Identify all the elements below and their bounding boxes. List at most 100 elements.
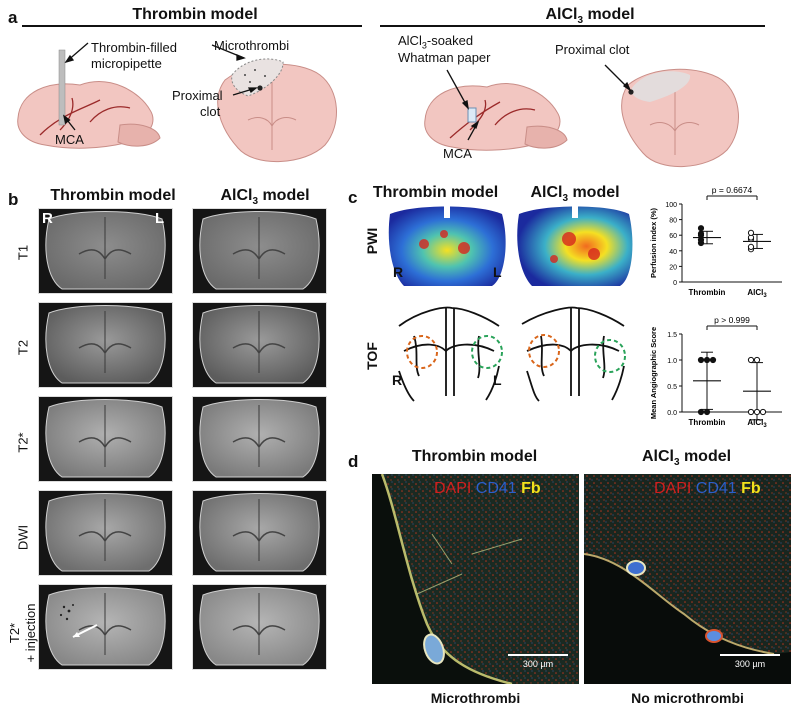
pwi-r: R: [393, 264, 404, 280]
mri-tile-r3-c1: [38, 396, 173, 482]
row-label-t2star: T2*: [15, 432, 31, 453]
panel-a-alcl3-header: AlCl3 model: [545, 6, 635, 27]
row-label-pwi: PWI: [364, 227, 380, 255]
tof-l: L: [493, 372, 502, 388]
y-tick-label: 0.0: [667, 410, 677, 417]
caption-microthrombi: Microthrombi: [430, 690, 521, 706]
mri-tile-r4-c1: [38, 490, 173, 576]
panel-d-col1-header: Thrombin model: [411, 448, 538, 465]
panel-d-letter: d: [348, 452, 359, 471]
y-tick-label: 60: [669, 233, 677, 240]
sagittal-brain-left: [17, 49, 161, 149]
panel-a-letter: a: [8, 8, 18, 27]
panel-a-thrombin-rule: [22, 25, 362, 27]
data-point: [747, 356, 755, 364]
data-point: [703, 356, 711, 364]
mri-tile-r1-c1: [38, 208, 173, 294]
legend-fb: Fb: [521, 480, 541, 497]
tof-r: R: [392, 372, 403, 388]
p-value-annotation: p = 0.6674: [712, 185, 753, 195]
panel-a-illustrations: [17, 42, 739, 168]
label-whatman-paper: Whatman paper: [398, 50, 491, 65]
label-micropipette: micropipette: [91, 56, 162, 71]
legend-thrombin: DAPI CD41 Fb: [434, 480, 541, 498]
coronal-brain-left: [217, 58, 337, 163]
panel-d-col2-header: AlCl3 model: [641, 448, 732, 469]
y-tick-label: 0: [673, 280, 677, 287]
scale-label-left: 300 µm: [522, 659, 554, 669]
chart-angiographic-score: 0.0 0.5 1.0 1.5 Mean Angiographic Score Throm…: [649, 315, 782, 429]
mri-tile-r5-c2: [192, 584, 327, 670]
data-point: [697, 356, 705, 364]
x-category-label: AlCl3: [747, 288, 767, 299]
panel-a-arrows: [63, 42, 632, 141]
panel-a-alcl3-rule: [380, 25, 765, 27]
label-mca-left: MCA: [55, 132, 84, 147]
tof-ellipse-green-2: [594, 339, 626, 373]
row-label-tof: TOF: [364, 342, 380, 370]
mri-tile-r2-c1: [38, 302, 173, 388]
tof-thrombin-vessels: [398, 306, 500, 402]
mri-tile-r1-c2: [192, 208, 327, 294]
tof-ellipse-orange-1: [406, 335, 438, 369]
legend-dapi-2: DAPI: [654, 480, 692, 497]
chart-perfusion-index: 0 20 40 60 80 100 Perfusion index (%) Thrombin A…: [649, 185, 782, 299]
label-proximal-clot: Proximal clot: [555, 42, 630, 57]
tof-maps: [398, 306, 626, 402]
data-point: [747, 229, 755, 236]
label-microthrombi: Microthrombi: [214, 38, 290, 53]
panel-b-col2-header: AlCl3 model: [220, 187, 310, 208]
scale-label-right: 300 µm: [734, 659, 766, 669]
y-axis-label: Perfusion index (%): [649, 207, 658, 278]
legend-dapi: DAPI: [434, 480, 472, 497]
micrograph-thrombin: [372, 474, 579, 684]
legend-cd41: CD41: [475, 480, 517, 497]
y-tick-label: 100: [665, 202, 677, 209]
x-category-label: Thrombin: [689, 418, 726, 427]
tof-ellipse-orange-2: [528, 334, 560, 368]
panel-c-col2-header: AlCl3 model: [530, 184, 620, 205]
data-point: [703, 408, 711, 416]
panel-b-letter: b: [8, 190, 19, 209]
label-mca-right: MCA: [443, 146, 472, 161]
data-point: [753, 356, 761, 364]
mri-tile-r4-c2: [192, 490, 327, 576]
data-point: [759, 408, 767, 416]
legend-fb-2: Fb: [741, 480, 761, 497]
panel-c-col1-header: Thrombin model: [372, 184, 499, 201]
label-proximal: Proximal: [172, 88, 223, 103]
y-tick-label: 1.0: [667, 358, 677, 365]
panel-a-thrombin-header: Thrombin model: [132, 6, 258, 23]
y-tick-label: 0.5: [667, 384, 677, 391]
data-point: [747, 408, 755, 416]
row-label-dwi: DWI: [15, 524, 31, 551]
p-value-annotation: p > 0.999: [714, 315, 750, 325]
data-point: [697, 230, 705, 237]
panel-b-col1-header: Thrombin model: [50, 187, 176, 204]
tof-alcl3-vessels: [521, 306, 625, 402]
row-label-t2: T2: [15, 339, 31, 356]
y-tick-label: 20: [669, 264, 677, 271]
data-point: [747, 243, 755, 251]
micrograph-alcl3: [584, 474, 791, 684]
orientation-l: L: [155, 210, 165, 227]
tof-ellipse-green-1: [471, 335, 503, 369]
sagittal-brain-right: [424, 83, 568, 151]
panel-c-letter: c: [348, 188, 358, 207]
pwi-maps: [388, 204, 633, 286]
data-point: [753, 408, 761, 416]
data-point: [709, 356, 717, 364]
scale-bar-right: [720, 654, 780, 656]
mri-tile-r2-c2: [192, 302, 327, 388]
x-category-label: AlCl3: [747, 418, 767, 429]
orientation-r: R: [42, 210, 53, 227]
data-point: [697, 225, 705, 232]
y-tick-label: 1.5: [667, 332, 677, 339]
caption-no-microthrombi: No microthrombi: [631, 690, 744, 706]
x-category-label: Thrombin: [689, 288, 726, 297]
legend-cd41-2: CD41: [695, 480, 737, 497]
mri-tile-r3-c2: [192, 396, 327, 482]
legend-alcl3: DAPI CD41 Fb: [654, 480, 761, 498]
label-clot: clot: [200, 104, 221, 119]
scale-bar-left: [508, 654, 568, 656]
